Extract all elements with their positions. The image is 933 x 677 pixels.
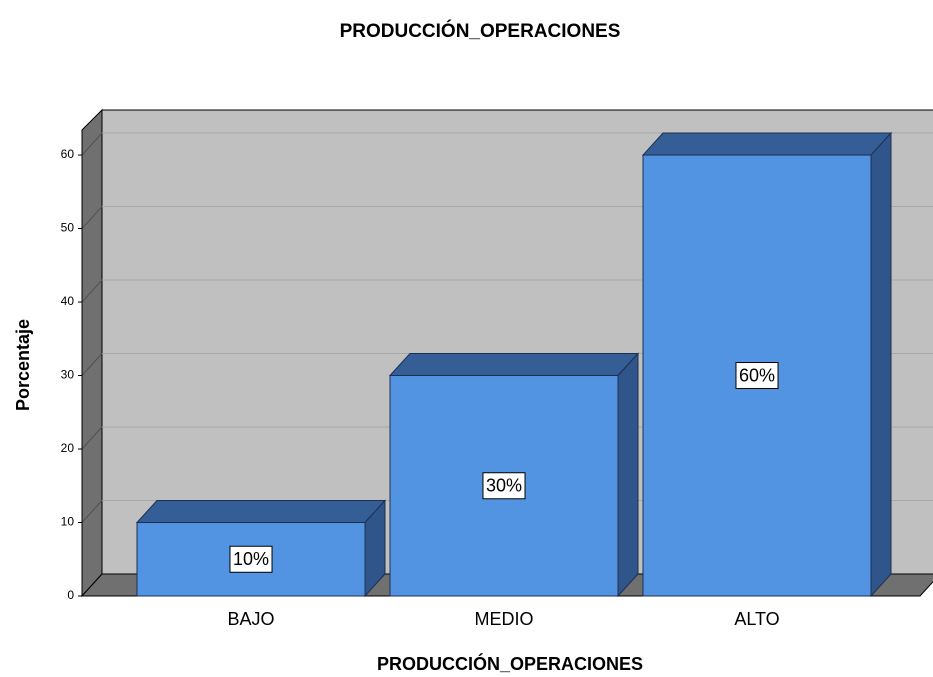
grid-line: [81, 353, 103, 376]
y-tick-label: 40: [61, 294, 75, 308]
value-label: 10%: [233, 549, 269, 569]
x-tick-label: ALTO: [734, 609, 779, 629]
bar-top: [388, 353, 640, 377]
y-tick-label: 10: [61, 515, 75, 529]
side-wall: [81, 108, 103, 598]
chart-title: PRODUCCIÓN_OPERACIONES: [340, 20, 621, 42]
x-axis-label: PRODUCCIÓN_OPERACIONES: [377, 653, 643, 674]
y-tick-label: 30: [61, 368, 75, 382]
bar-top: [641, 132, 893, 156]
y-tick-label: 0: [67, 588, 74, 602]
bar-side: [617, 352, 639, 598]
y-tick-label: 60: [61, 147, 75, 161]
grid-line: [81, 500, 103, 523]
value-label-box: [735, 362, 779, 390]
x-tick-label: MEDIO: [474, 609, 533, 629]
value-label-box: [229, 545, 273, 573]
value-label: 30%: [486, 476, 522, 496]
y-tick-label: 50: [61, 221, 75, 235]
y-tick-label: 20: [61, 441, 75, 455]
value-label: 60%: [739, 365, 775, 385]
bar-side: [870, 131, 892, 598]
y-axis-label: Porcentaje: [13, 319, 33, 411]
grid-line: [81, 426, 103, 450]
value-label-box: [482, 472, 526, 500]
x-tick-label: BAJO: [227, 609, 274, 629]
bar-top: [135, 500, 387, 524]
grid-line: [81, 132, 103, 156]
bar-side: [364, 499, 386, 598]
grid-line: [81, 206, 103, 229]
grid-line: [81, 279, 103, 303]
